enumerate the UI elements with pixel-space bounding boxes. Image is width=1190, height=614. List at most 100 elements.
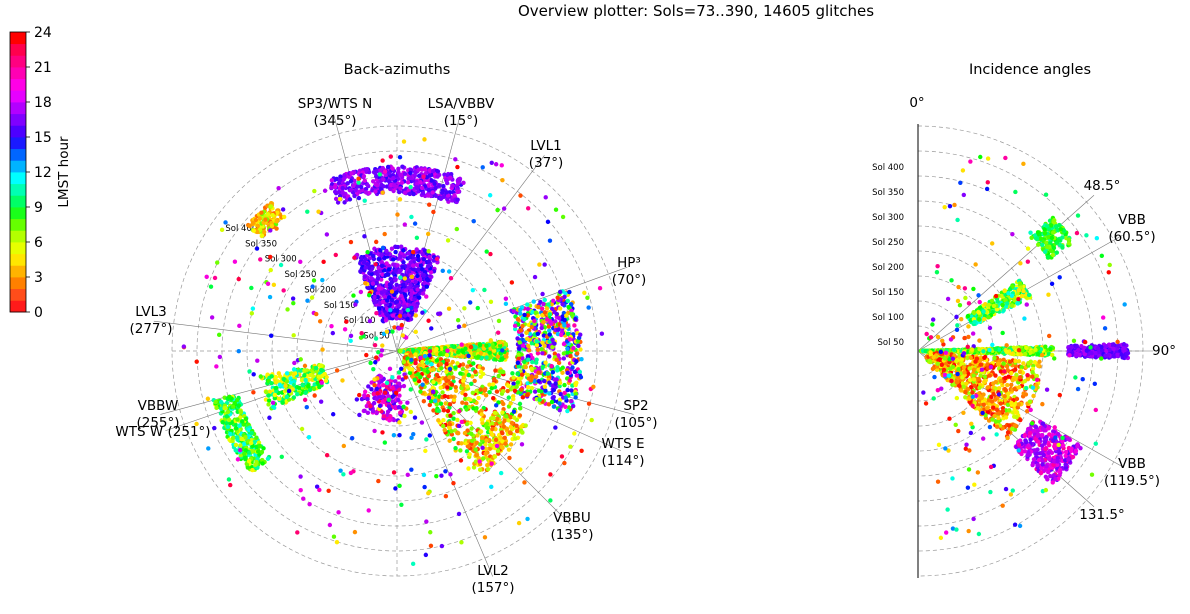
baz-point (535, 313, 540, 319)
baz-point (398, 275, 403, 280)
baz-point (506, 447, 512, 452)
baz-point (369, 387, 374, 392)
baz-direction-value: (70°) (612, 272, 646, 288)
baz-point (456, 511, 462, 517)
baz-point (473, 344, 478, 350)
baz-point (372, 343, 378, 348)
colorbar-cell (10, 172, 26, 185)
baz-point (291, 371, 297, 377)
baz-point (243, 416, 249, 422)
colorbar-cell (10, 113, 26, 126)
baz-point (390, 329, 395, 334)
baz-point (434, 473, 439, 479)
baz-point (434, 358, 440, 363)
baz-point (455, 178, 461, 183)
baz-point (435, 169, 441, 174)
baz-point (568, 444, 573, 449)
baz-point (438, 196, 444, 201)
baz-point (236, 403, 242, 408)
baz-point (332, 184, 338, 190)
colorbar-tick-label: 15 (34, 130, 52, 146)
baz-point (488, 251, 493, 257)
baz-point (358, 269, 363, 274)
baz-point (421, 257, 427, 262)
baz-point (565, 323, 571, 328)
baz-point (409, 435, 414, 440)
baz-point (480, 445, 485, 451)
baz-point (363, 265, 368, 270)
baz-point (374, 169, 379, 174)
baz-point (361, 174, 367, 179)
baz-point (440, 390, 445, 395)
baz-point (437, 311, 443, 316)
baz-point (437, 183, 442, 188)
baz-point (423, 448, 428, 454)
baz-direction-label: LVL1 (530, 138, 561, 154)
baz-point (471, 219, 476, 224)
baz-point (316, 209, 321, 214)
baz-point (483, 386, 488, 392)
baz-point (273, 380, 279, 385)
baz-point (517, 346, 522, 351)
baz-point (214, 364, 219, 369)
baz-point (394, 290, 399, 295)
baz-point (223, 220, 228, 225)
baz-point (410, 250, 416, 255)
baz-point (275, 210, 280, 216)
baz-point (400, 164, 405, 169)
baz-point (264, 389, 269, 395)
baz-point (487, 442, 493, 447)
baz-point (439, 346, 444, 351)
baz-point (529, 385, 535, 391)
baz-point (550, 345, 555, 350)
baz-point (406, 285, 411, 290)
baz-point (319, 380, 324, 385)
baz-point (453, 385, 458, 390)
baz-point (484, 438, 489, 443)
baz-point (425, 231, 431, 237)
baz-point (395, 263, 400, 268)
baz-point (530, 309, 535, 315)
baz-point (546, 302, 551, 307)
baz-point (569, 388, 574, 393)
baz-point (368, 404, 373, 409)
baz-point (599, 331, 605, 336)
baz-direction-label: WTS W (251°) (115, 424, 210, 440)
baz-point (259, 449, 265, 455)
baz-point (298, 487, 303, 493)
baz-point (478, 350, 484, 356)
baz-point (571, 403, 576, 409)
baz-point (534, 339, 539, 344)
baz-point (225, 424, 231, 429)
baz-point (458, 448, 463, 453)
baz-direction-value: (345°) (313, 113, 356, 129)
baz-point (448, 175, 453, 180)
baz-point (367, 318, 373, 324)
baz-point (427, 254, 432, 260)
baz-point (409, 357, 414, 363)
baz-point (507, 455, 512, 461)
colorbar-cell (10, 265, 26, 278)
baz-point (569, 308, 574, 314)
baz-point (483, 393, 489, 398)
baz-point (375, 183, 380, 188)
baz-point (529, 374, 534, 379)
baz-point (567, 289, 572, 295)
baz-point (295, 391, 300, 397)
baz-point (405, 400, 410, 405)
baz-point (269, 374, 274, 379)
baz-point (439, 473, 444, 478)
baz-point (438, 351, 443, 357)
baz-point (445, 238, 451, 243)
baz-point (266, 398, 272, 403)
baz-point (516, 520, 522, 526)
baz-point (451, 480, 456, 486)
baz-point (411, 301, 416, 307)
baz-point (268, 204, 274, 209)
baz-point (509, 280, 515, 285)
baz-point (352, 255, 357, 260)
baz-point (492, 454, 498, 459)
baz-point (389, 280, 394, 285)
baz-point (374, 311, 379, 316)
baz-point (420, 252, 425, 257)
